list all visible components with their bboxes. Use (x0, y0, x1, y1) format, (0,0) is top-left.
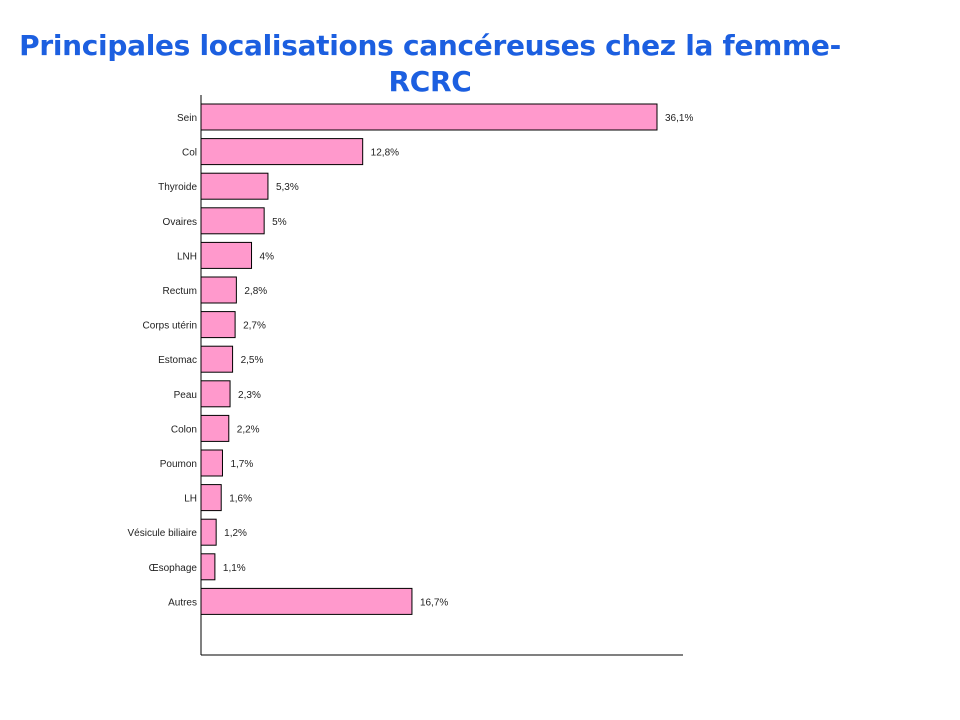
bar (200, 449, 223, 477)
bar (200, 241, 253, 269)
category-label: LNH (177, 251, 197, 262)
bar (200, 276, 237, 304)
bar (200, 414, 230, 442)
value-label: 2,3% (238, 390, 261, 401)
value-label: 16,7% (420, 597, 448, 608)
value-label: 5,3% (276, 182, 299, 193)
category-label: Autres (168, 597, 197, 608)
category-label: Œsophage (149, 563, 198, 574)
category-label: LH (184, 494, 197, 505)
category-label: Estomac (158, 355, 197, 366)
value-label: 5% (272, 217, 287, 228)
category-label: Sein (177, 113, 197, 124)
category-label: Corps utérin (143, 321, 197, 332)
bar (200, 172, 269, 200)
bar (200, 587, 413, 615)
bar (200, 484, 222, 512)
value-label: 36,1% (665, 113, 693, 124)
value-label: 12,8% (371, 148, 399, 159)
value-label: 1,7% (230, 459, 253, 470)
value-label: 2,7% (243, 321, 266, 332)
chart-title: Principales localisations cancéreuses ch… (0, 28, 860, 136)
category-label: Ovaires (163, 217, 197, 228)
bar (200, 345, 234, 373)
bar (200, 103, 658, 131)
chart-title-line1: Principales localisations cancéreuses ch… (19, 29, 841, 98)
category-label: Peau (174, 390, 197, 401)
category-label: Rectum (163, 286, 197, 297)
bar (200, 518, 217, 546)
value-label: 2,2% (237, 424, 260, 435)
category-label: Colon (171, 424, 197, 435)
value-label: 4% (260, 251, 275, 262)
value-label: 1,2% (224, 528, 247, 539)
bar (200, 311, 236, 339)
bar (200, 207, 265, 235)
value-label: 2,5% (241, 355, 264, 366)
category-label: Vésicule biliaire (128, 528, 198, 539)
value-label: 2,8% (244, 286, 267, 297)
value-label: 1,1% (223, 563, 246, 574)
category-label: Col (182, 148, 197, 159)
category-label: Poumon (160, 459, 197, 470)
value-label: 1,6% (229, 494, 252, 505)
category-label: Thyroide (158, 182, 197, 193)
bar (200, 380, 231, 408)
bar (200, 138, 364, 166)
bar (200, 553, 216, 581)
